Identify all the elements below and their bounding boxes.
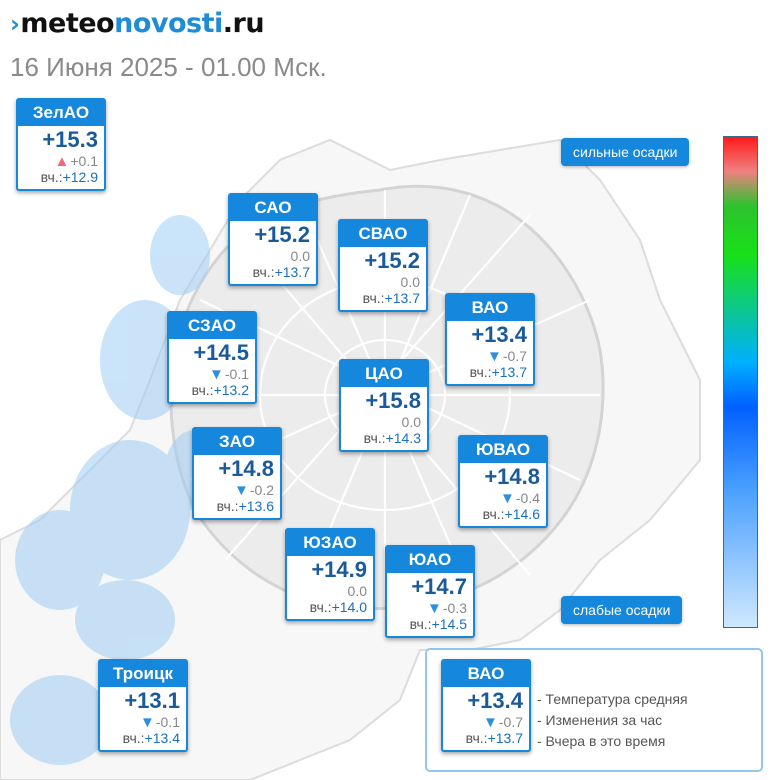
district-temp: +13.4 xyxy=(471,322,527,347)
district-card-yuvao[interactable]: ЮВАО +14.8 ▼-0.4 вч.:+14.6 xyxy=(458,435,548,528)
precipitation-scale-bar xyxy=(723,136,758,628)
district-change: 0.0 xyxy=(290,248,310,264)
district-temp: +14.5 xyxy=(193,340,249,365)
district-change: ▲+0.1 xyxy=(54,153,99,170)
legend-sample-temp: +13.4 xyxy=(467,688,523,713)
district-change: 0.0 xyxy=(401,414,421,430)
district-temp: +14.7 xyxy=(411,574,467,599)
district-name: ЗАО xyxy=(194,429,280,455)
district-name: ЮАО xyxy=(387,547,473,573)
district-card-sao[interactable]: САО +15.2 0.0 вч.:+13.7 xyxy=(228,193,318,286)
district-card-yuzao[interactable]: ЮЗАО +14.9 0.0 вч.:+14.0 xyxy=(285,528,375,621)
district-yesterday: вч.:+13.7 xyxy=(362,290,420,306)
district-temp: +15.8 xyxy=(365,388,421,413)
legend-line-hourly-change: - Изменения за час xyxy=(537,712,663,728)
trend-down-icon: ▼ xyxy=(140,714,155,731)
trend-down-icon: ▼ xyxy=(487,348,502,365)
district-yesterday: вч.:+13.2 xyxy=(191,382,249,398)
district-temp: +14.8 xyxy=(218,456,274,481)
district-name: ЦАО xyxy=(341,361,427,387)
district-name: САО xyxy=(230,195,316,221)
district-yesterday: вч.:+12.9 xyxy=(40,169,98,185)
legend-sample-change: ▼-0.7 xyxy=(483,714,523,731)
district-name: ВАО xyxy=(447,295,533,321)
district-change: ▼-0.1 xyxy=(209,366,249,383)
legend-line-yesterday: - Вчера в это время xyxy=(537,733,666,749)
district-change: ▼-0.1 xyxy=(140,714,180,731)
district-change: ▼-0.2 xyxy=(234,482,274,499)
district-yesterday: вч.:+13.6 xyxy=(216,498,274,514)
district-change: ▼-0.7 xyxy=(487,348,527,365)
district-temp: +15.3 xyxy=(42,127,98,152)
site-logo[interactable]: ›meteonovosti.ru xyxy=(10,8,265,39)
heavy-precipitation-label: сильные осадки xyxy=(561,138,690,166)
district-card-tsao[interactable]: ЦАО +15.8 0.0 вч.:+14.3 xyxy=(339,359,429,452)
trend-down-icon: ▼ xyxy=(209,366,224,383)
district-temp: +13.1 xyxy=(124,688,180,713)
district-temp: +14.9 xyxy=(311,557,367,582)
district-temp: +15.2 xyxy=(254,222,310,247)
legend-line-avg-temp: - Температура средняя xyxy=(537,691,688,707)
district-yesterday: вч.:+14.6 xyxy=(482,506,540,522)
district-card-yuao[interactable]: ЮАО +14.7 ▼-0.3 вч.:+14.5 xyxy=(385,545,475,638)
district-card-svao[interactable]: СВАО +15.2 0.0 вч.:+13.7 xyxy=(338,219,428,312)
district-yesterday: вч.:+13.7 xyxy=(252,264,310,280)
district-yesterday: вч.:+13.4 xyxy=(122,730,180,746)
district-yesterday: вч.:+14.5 xyxy=(409,616,467,632)
logo-mark-icon: › xyxy=(10,10,20,38)
legend-sample-name: ВАО xyxy=(443,661,529,687)
legend-box: ВАО +13.4 ▼-0.7 вч.:+13.7 - Температура … xyxy=(425,648,763,772)
district-card-zelao[interactable]: ЗелАО +15.3 ▲+0.1 вч.:+12.9 xyxy=(16,98,106,191)
trend-down-icon: ▼ xyxy=(483,714,498,731)
district-temp: +15.2 xyxy=(364,248,420,273)
district-name: ЮВАО xyxy=(460,437,546,463)
district-change: ▼-0.3 xyxy=(427,600,467,617)
legend-sample-yesterday: вч.:+13.7 xyxy=(465,730,523,746)
district-yesterday: вч.:+14.3 xyxy=(363,430,421,446)
district-name: ЗелАО xyxy=(18,100,104,126)
district-temp: +14.8 xyxy=(484,464,540,489)
trend-down-icon: ▼ xyxy=(500,490,515,507)
page-subtitle: 16 Июня 2025 - 01.00 Мск. xyxy=(10,52,327,82)
district-name: СВАО xyxy=(340,221,426,247)
district-card-vao[interactable]: ВАО +13.4 ▼-0.7 вч.:+13.7 xyxy=(445,293,535,386)
district-card-szao[interactable]: СЗАО +14.5 ▼-0.1 вч.:+13.2 xyxy=(167,311,257,404)
legend-sample-card: ВАО +13.4 ▼-0.7 вч.:+13.7 xyxy=(441,659,531,752)
district-card-troitsk[interactable]: Троицк +13.1 ▼-0.1 вч.:+13.4 xyxy=(98,659,188,752)
district-name: Троицк xyxy=(100,661,186,687)
district-change: 0.0 xyxy=(400,274,420,290)
district-yesterday: вч.:+13.7 xyxy=(469,364,527,380)
district-name: СЗАО xyxy=(169,313,255,339)
district-name: ЮЗАО xyxy=(287,530,373,556)
district-yesterday: вч.:+14.0 xyxy=(309,599,367,615)
district-card-zao[interactable]: ЗАО +14.8 ▼-0.2 вч.:+13.6 xyxy=(192,427,282,520)
district-change: 0.0 xyxy=(347,583,367,599)
trend-up-icon: ▲ xyxy=(54,153,70,170)
district-change: ▼-0.4 xyxy=(500,490,540,507)
light-precipitation-label: слабые осадки xyxy=(561,596,683,624)
trend-down-icon: ▼ xyxy=(234,482,249,499)
trend-down-icon: ▼ xyxy=(427,600,442,617)
